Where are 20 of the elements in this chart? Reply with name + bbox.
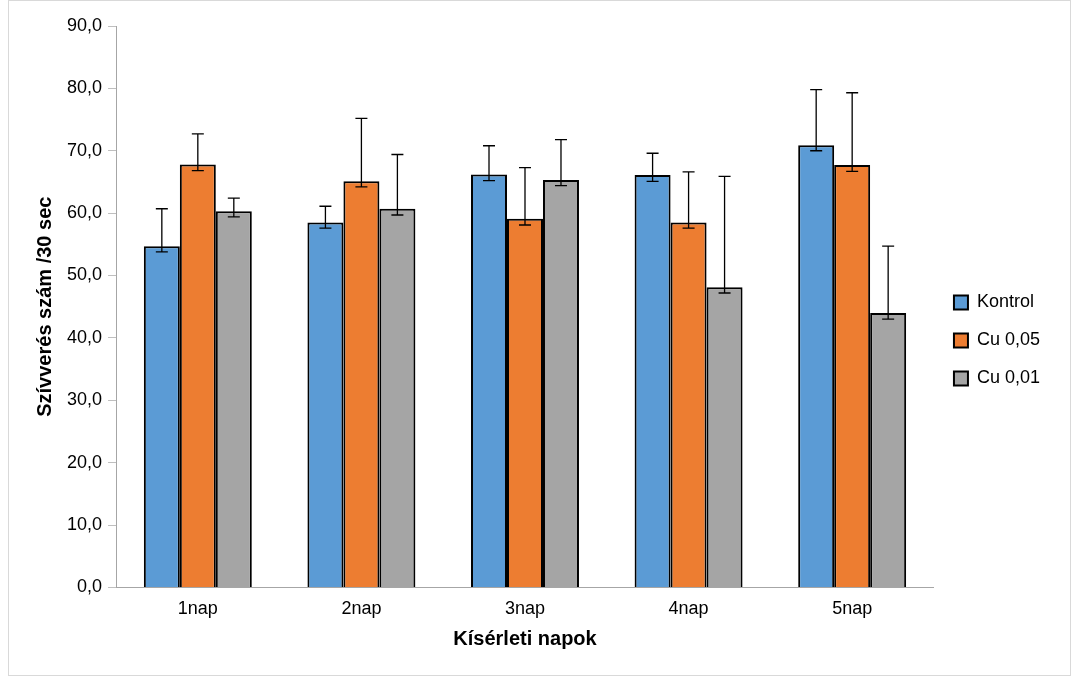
y-tick-label: 30,0 (66, 389, 103, 410)
y-tick-label: 60,0 (66, 202, 103, 223)
y-tick-label: 70,0 (66, 139, 103, 160)
x-tick-label: 5nap (832, 598, 873, 619)
x-tick-label: 3nap (504, 598, 546, 619)
legend-label: Cu 0,05 (976, 329, 1040, 350)
y-axis-title: Szívverés szám /30 sec (32, 196, 55, 417)
y-tick-label: 10,0 (66, 513, 103, 534)
y-tick-label: 0,0 (77, 576, 103, 597)
y-tick-label: 50,0 (66, 264, 103, 285)
x-axis-title: Kísérleti napok (453, 626, 598, 649)
legend-label: Cu 0,01 (976, 367, 1040, 388)
x-tick-label: 2nap (341, 598, 382, 619)
x-tick-label: 4nap (668, 598, 709, 619)
y-tick-label: 20,0 (66, 451, 103, 472)
y-tick-label: 80,0 (66, 77, 103, 98)
x-tick-label: 1nap (177, 598, 218, 619)
legend-label: Kontrol (976, 291, 1034, 312)
y-tick-label: 40,0 (66, 326, 103, 347)
y-tick-label: 90,0 (66, 14, 103, 35)
